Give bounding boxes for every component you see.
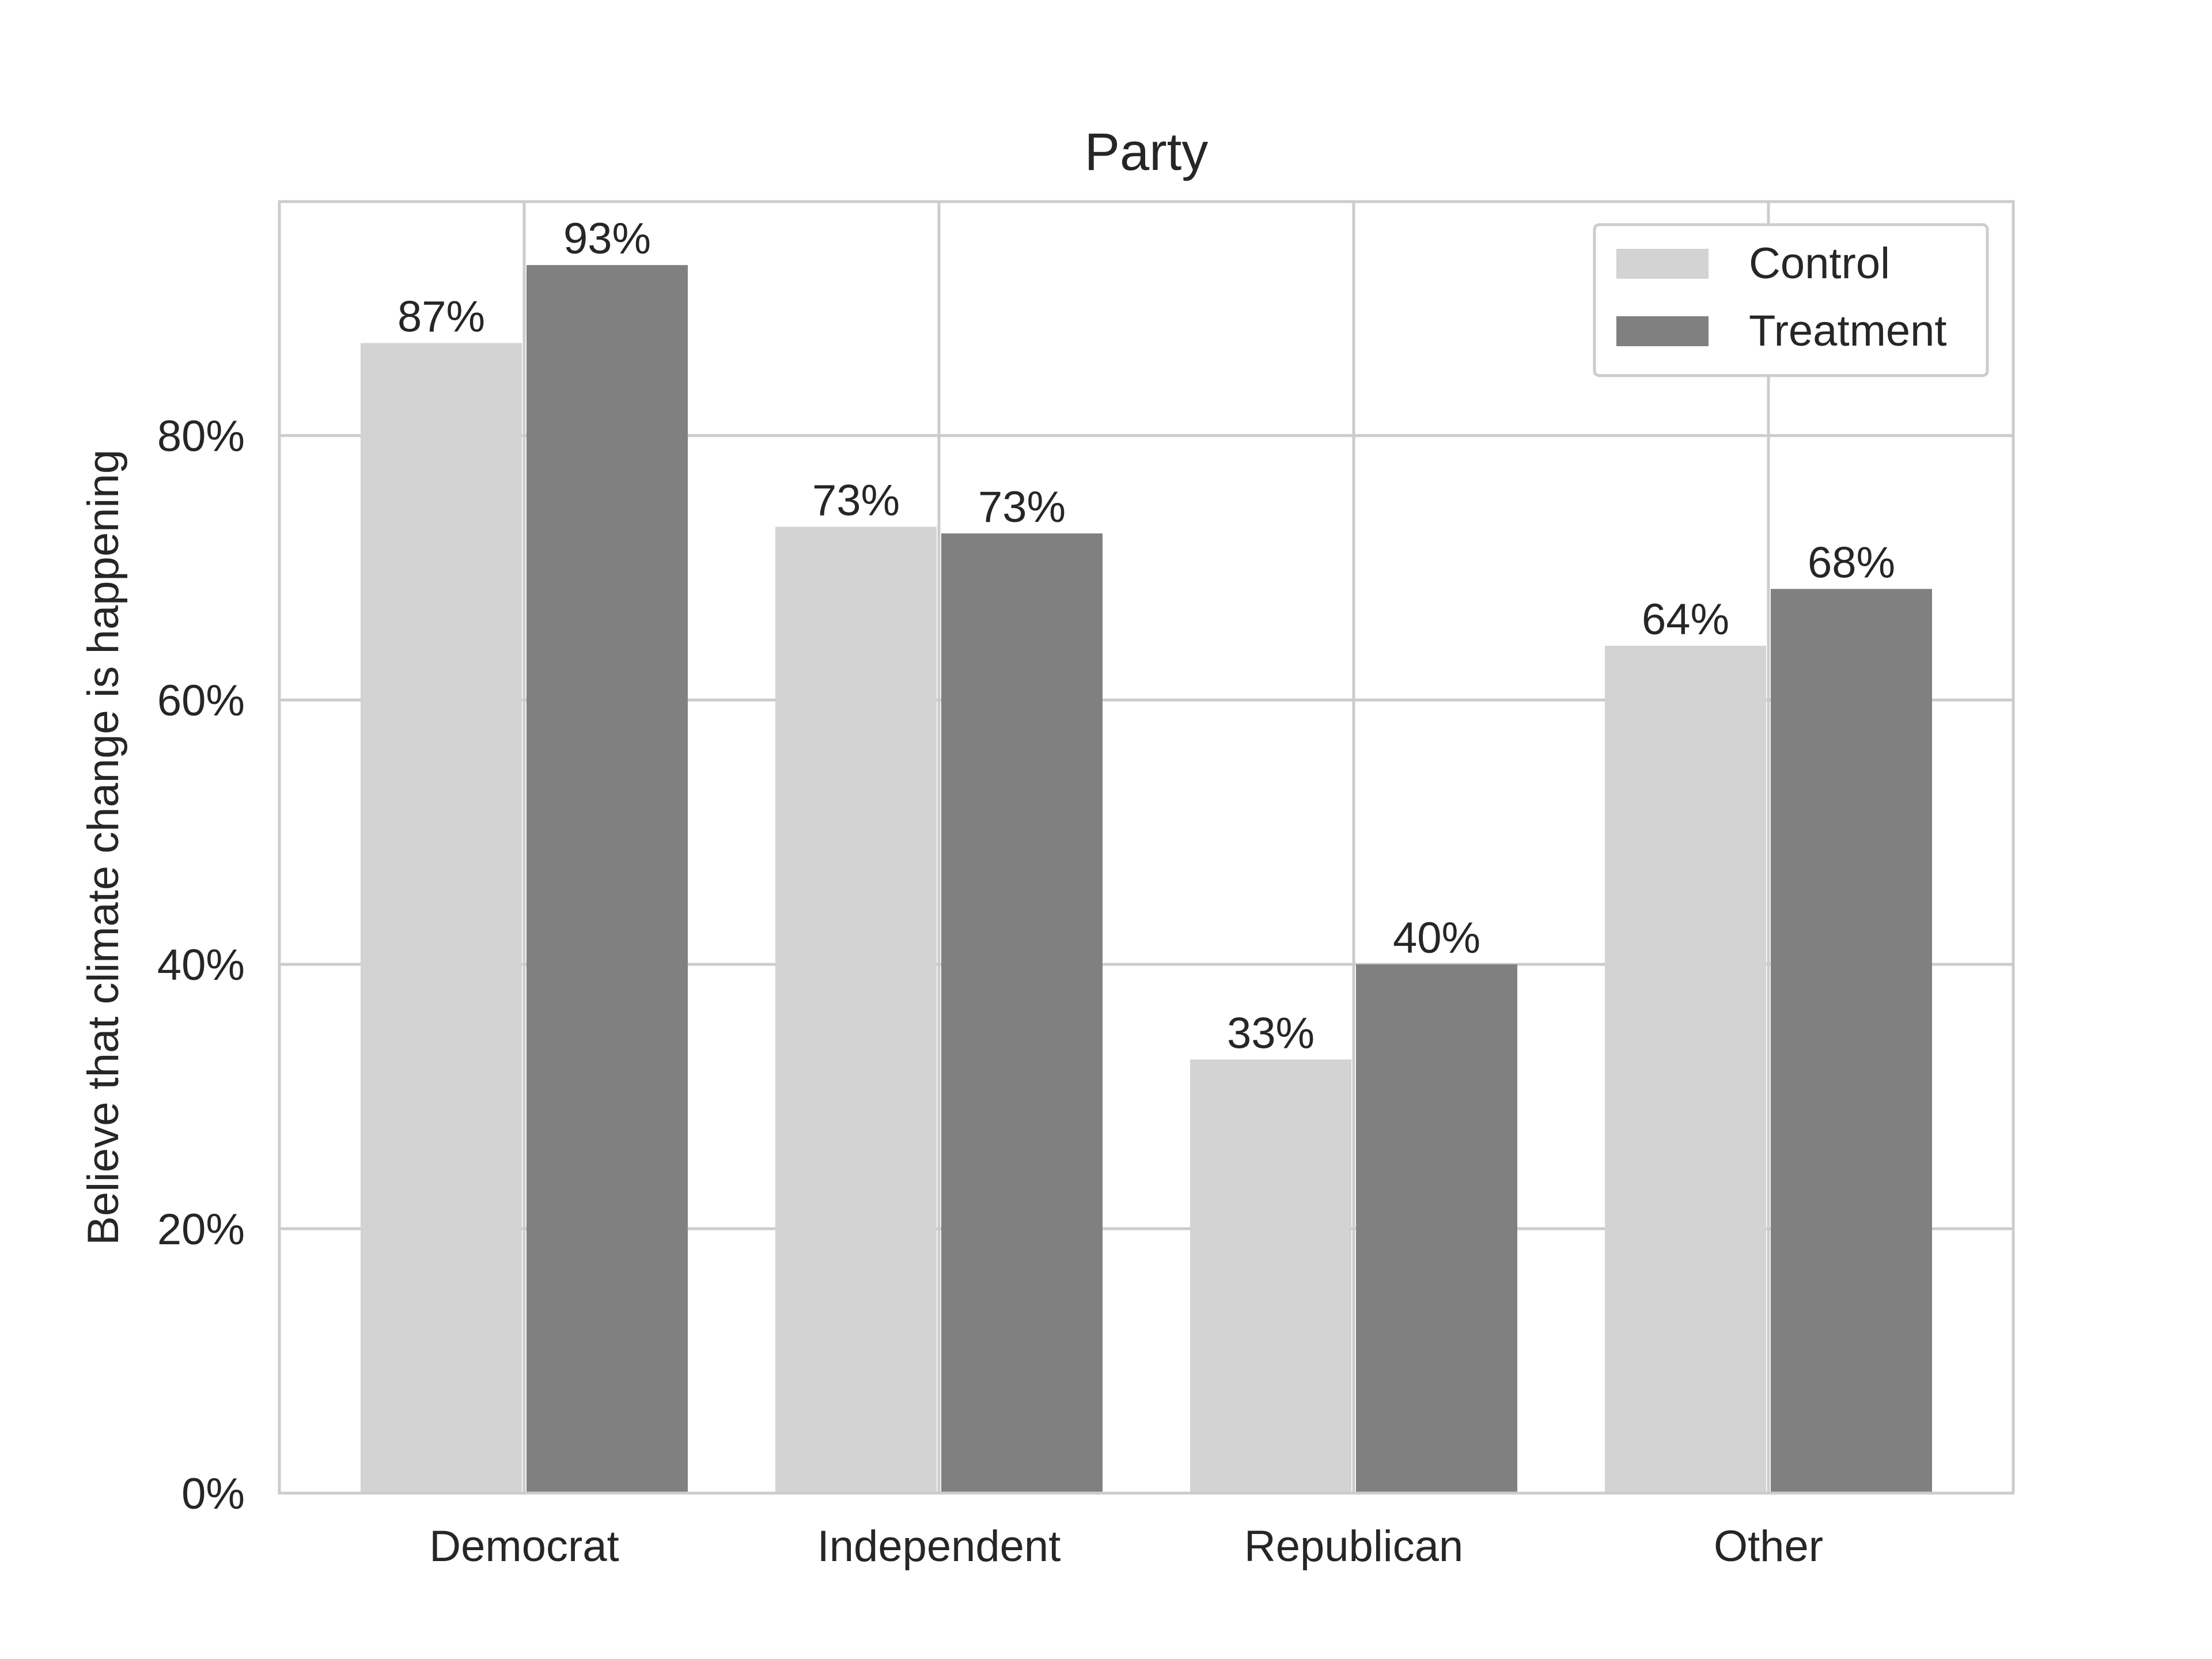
y-axis-label: Believe that climate change is happening — [79, 449, 128, 1245]
bar-control-other — [1605, 646, 1766, 1493]
x-tick-label: Republican — [1244, 1522, 1463, 1571]
bar-value-label: 87% — [397, 293, 485, 342]
bar-control-democrat — [361, 343, 522, 1493]
plot-frame — [278, 200, 2015, 1495]
bar-value-label: 64% — [1642, 595, 1729, 644]
bar-treatment-democrat — [527, 265, 688, 1494]
bar-value-label: 40% — [1393, 914, 1480, 963]
bar-value-label: 73% — [812, 476, 900, 525]
legend-swatch-treatment — [1616, 316, 1709, 346]
chart-title: Party — [1085, 123, 1209, 181]
bar-treatment-independent — [941, 533, 1103, 1493]
bar-value-labels: 87% 73% 33% 64% 93% 73% 40% 68% — [393, 210, 1899, 1062]
bar-value-label: 93% — [563, 214, 651, 263]
legend-swatch-control — [1616, 249, 1709, 279]
x-tick-label: Other — [1714, 1522, 1823, 1571]
x-tick-labels: Democrat Independent Republican Other — [429, 1522, 1823, 1571]
y-tick-label: 80% — [157, 412, 245, 461]
bar-value-label: 33% — [1227, 1009, 1315, 1058]
legend-label-treatment: Treatment — [1749, 306, 1947, 355]
y-tick-labels: 0% 20% 40% 60% 80% — [157, 412, 245, 1518]
bar-value-label: 73% — [978, 483, 1066, 532]
legend-label-control: Control — [1749, 239, 1890, 288]
y-tick-label: 60% — [157, 676, 245, 725]
x-tick-label: Democrat — [429, 1522, 619, 1571]
bar-treatment-republican — [1356, 964, 1517, 1493]
bar-treatment-other — [1771, 589, 1932, 1493]
y-tick-label: 20% — [157, 1205, 245, 1254]
x-tick-label: Independent — [817, 1522, 1061, 1571]
bar-value-label: 68% — [1808, 538, 1895, 587]
bars — [361, 265, 1932, 1494]
bar-control-independent — [775, 527, 937, 1493]
legend: Control Treatment — [1593, 223, 1989, 377]
bar-control-republican — [1190, 1059, 1351, 1493]
y-tick-label: 0% — [181, 1469, 245, 1518]
y-tick-label: 40% — [157, 941, 245, 990]
